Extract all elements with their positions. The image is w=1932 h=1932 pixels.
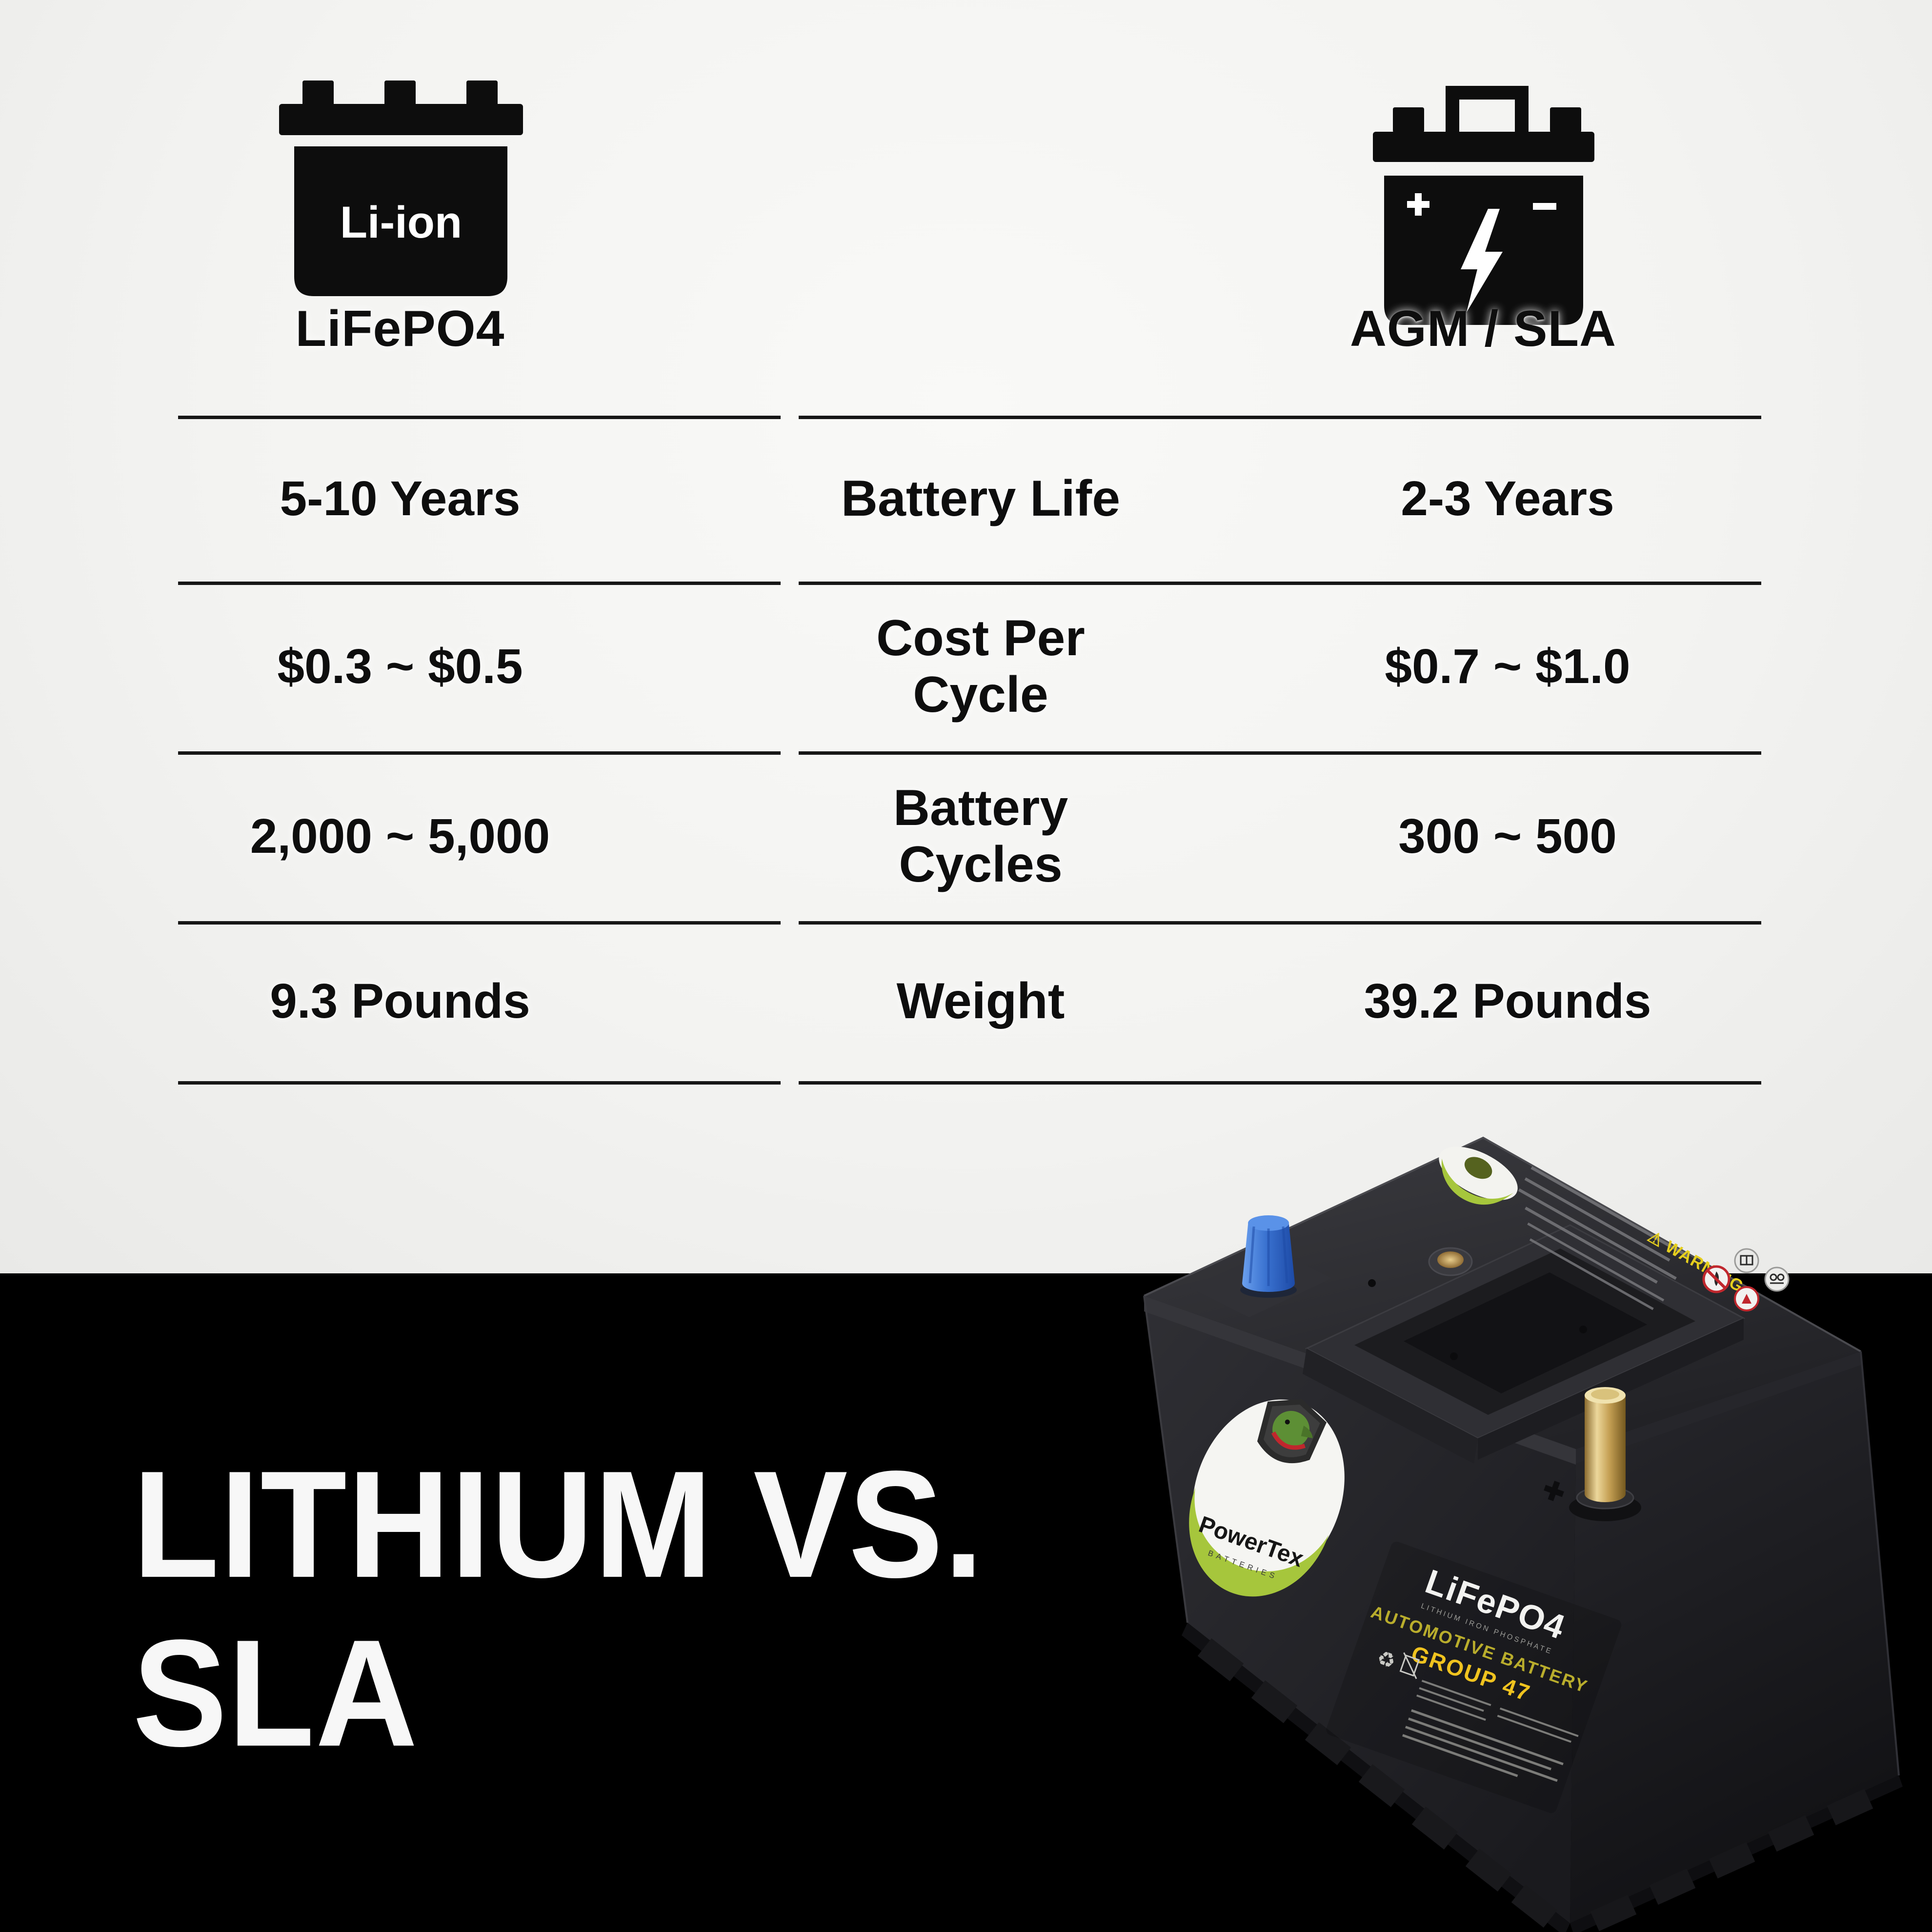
table-cell-agm-cost-per-cycle: $0.7 ~ $1.0 (1385, 639, 1630, 694)
table-cell-metric-battery-cycles: Battery Cycles (893, 779, 1068, 893)
edge-highlight (1860, 1351, 1900, 1776)
table-divider (178, 1081, 1761, 1085)
brand-oval-top (1439, 1147, 1518, 1205)
battery-handle-icon (1446, 86, 1529, 132)
no-flame-pictogram (1702, 1265, 1731, 1293)
hazard-pictogram (1734, 1286, 1759, 1311)
table-divider (178, 582, 1761, 585)
agm-battery-icon (1373, 86, 1594, 325)
lightning-bolt-icon (1461, 209, 1503, 312)
table-cell-metric-weight: Weight (896, 972, 1065, 1029)
brand-shield-logo (1257, 1399, 1327, 1464)
table-cell-lifepo4-battery-cycles: 2,000 ~ 5,000 (250, 808, 550, 864)
lid-rim-side (1576, 1351, 1861, 1464)
plus-symbol (1415, 193, 1422, 216)
front-label-text: LiFePO4 LITHIUM IRON PHOSPHATE AUTOMOTIV… (1326, 1541, 1622, 1813)
warning-pictograms (1702, 1248, 1790, 1311)
protection-pictogram (1764, 1267, 1790, 1292)
page-title-line1: LITHIUM VS. (133, 1440, 985, 1610)
table-cell-metric-battery-life: Battery Life (841, 470, 1121, 527)
table-divider (178, 751, 1761, 755)
table-cell-agm-battery-cycles: 300 ~ 500 (1398, 808, 1617, 864)
column-title-lifepo4: LiFePO4 (295, 301, 505, 357)
table-cell-agm-battery-life: 2-3 Years (1401, 471, 1614, 526)
table-cell-lifepo4-cost-per-cycle: $0.3 ~ $0.5 (277, 639, 523, 694)
li-ion-battery-icon: Li-ion (279, 80, 523, 296)
fine-print-lines (1402, 1680, 1579, 1782)
table-cell-metric-cost-per-cycle: Cost Per Cycle (876, 609, 1085, 723)
table-cell-agm-weight: 39.2 Pounds (1364, 973, 1651, 1028)
edge-highlight (1143, 1295, 1188, 1623)
foot-ribs (1182, 1623, 1903, 1932)
battery-side-face (1570, 1351, 1899, 1923)
table-cell-lifepo4-weight: 9.3 Pounds (270, 973, 530, 1028)
table-divider (178, 921, 1761, 925)
table-cell-lifepo4-battery-life: 5-10 Years (280, 471, 521, 526)
li-ion-icon-label: Li-ion (340, 198, 462, 247)
vent-plug (1428, 1247, 1473, 1276)
positive-terminal-post (1569, 1387, 1641, 1521)
table-divider (178, 416, 1761, 419)
read-manual-pictogram (1734, 1248, 1759, 1273)
warning-label: ⚠ WARNING (1518, 1166, 1747, 1310)
page-title: LITHIUM VS. SLA (133, 1440, 984, 1778)
page-title-line2: SLA (133, 1609, 419, 1779)
brand-label-front: PowerTex BATTERIES (1189, 1399, 1345, 1597)
negative-terminal-cap (1240, 1215, 1297, 1298)
column-title-agm-sla: AGM / SLA (1349, 301, 1617, 357)
minus-symbol (1533, 203, 1556, 210)
positive-mark (1544, 1481, 1564, 1501)
crossed-bin-icon (1399, 1652, 1420, 1679)
battery-product-image: ⚠ WARNING (1143, 1136, 1903, 1932)
